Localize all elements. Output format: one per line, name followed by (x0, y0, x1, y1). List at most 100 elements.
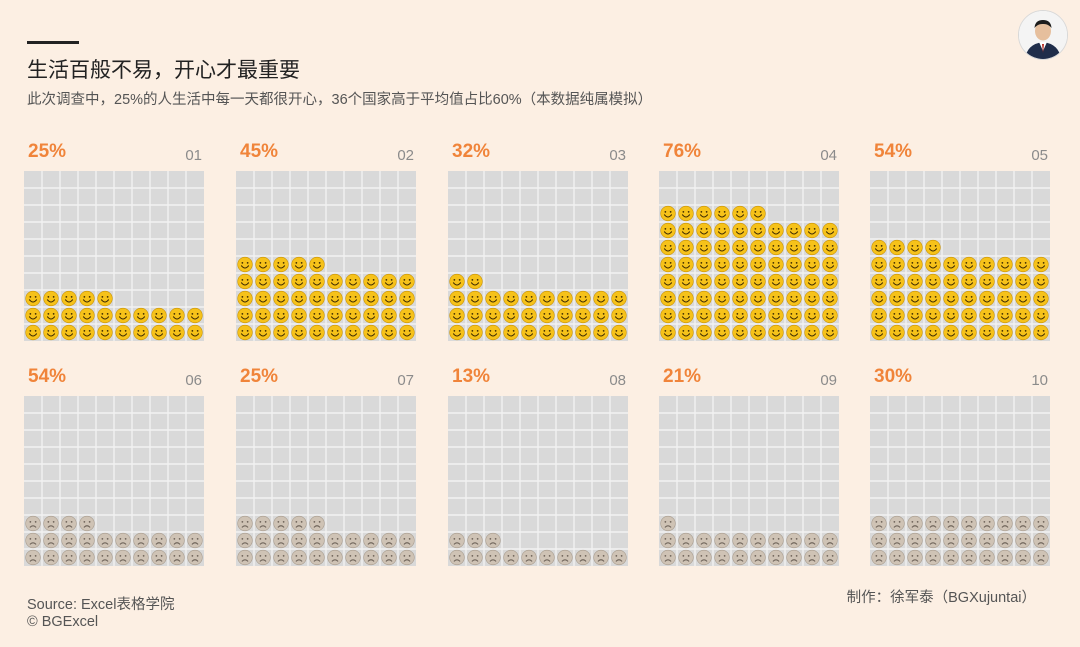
smiley-face-icon (327, 307, 343, 324)
smiley-face-icon (714, 222, 730, 239)
smiley-face-icon (345, 324, 361, 341)
sad-face-icon (889, 532, 905, 549)
smiley-face-icon (97, 307, 113, 324)
waffle-grid (870, 396, 1050, 566)
sad-face-icon (255, 532, 271, 549)
smiley-face-icon (273, 290, 289, 307)
smiley-face-icon (786, 324, 802, 341)
smiley-face-icon (575, 324, 591, 341)
smiley-face-icon (750, 256, 766, 273)
sad-face-icon (871, 515, 887, 532)
smiley-face-icon (381, 307, 397, 324)
smiley-face-icon (678, 239, 694, 256)
sad-face-icon (25, 549, 41, 566)
smiley-face-icon (786, 239, 802, 256)
smiley-face-icon (363, 324, 379, 341)
sad-face-icon (521, 549, 537, 566)
smiley-face-icon (399, 307, 415, 324)
smiley-face-icon (804, 324, 820, 341)
sad-face-icon (169, 532, 185, 549)
smiley-face-icon (786, 222, 802, 239)
smiley-face-icon (907, 239, 923, 256)
smiley-face-icon (1033, 256, 1049, 273)
smiley-face-icon (25, 324, 41, 341)
title-accent-bar (27, 41, 79, 44)
sad-face-icon (979, 532, 995, 549)
smiley-face-icon (961, 256, 977, 273)
smiley-face-icon (822, 222, 838, 239)
sad-face-icon (786, 549, 802, 566)
waffle-grid-svg (448, 171, 628, 341)
smiley-face-icon (732, 222, 748, 239)
smiley-face-icon (889, 273, 905, 290)
sad-face-icon (871, 549, 887, 566)
sad-face-icon (291, 532, 307, 549)
smiley-face-icon (768, 290, 784, 307)
sad-face-icon (381, 549, 397, 566)
smiley-face-icon (327, 324, 343, 341)
smiley-face-icon (521, 290, 537, 307)
smiley-face-icon (696, 324, 712, 341)
smiley-face-icon (786, 290, 802, 307)
smiley-face-icon (889, 239, 905, 256)
sad-face-icon (399, 549, 415, 566)
waffle-panel-02: 45% 02 (236, 141, 416, 341)
waffle-grid (448, 171, 628, 341)
smiley-face-icon (399, 324, 415, 341)
panel-number: 02 (397, 147, 414, 164)
smiley-face-icon (539, 290, 555, 307)
sad-face-icon (25, 515, 41, 532)
smiley-face-icon (273, 307, 289, 324)
smiley-face-icon (907, 307, 923, 324)
smiley-face-icon (291, 273, 307, 290)
sad-face-icon (750, 549, 766, 566)
sad-face-icon (889, 515, 905, 532)
smiley-face-icon (750, 222, 766, 239)
sad-face-icon (750, 532, 766, 549)
sad-face-icon (925, 549, 941, 566)
sad-face-icon (151, 549, 167, 566)
sad-face-icon (943, 549, 959, 566)
waffle-panel-01: 25% 01 (24, 141, 204, 341)
smiley-face-icon (97, 290, 113, 307)
smiley-face-icon (822, 290, 838, 307)
sad-face-icon (345, 549, 361, 566)
smiley-face-icon (732, 205, 748, 222)
smiley-face-icon (399, 290, 415, 307)
smiley-face-icon (786, 256, 802, 273)
smiley-face-icon (381, 290, 397, 307)
smiley-face-icon (732, 307, 748, 324)
sad-face-icon (1015, 515, 1031, 532)
smiley-face-icon (237, 307, 253, 324)
smiley-face-icon (291, 324, 307, 341)
smiley-face-icon (399, 273, 415, 290)
smiley-face-icon (611, 290, 627, 307)
waffle-grid-svg (870, 396, 1050, 566)
smiley-face-icon (925, 307, 941, 324)
sad-face-icon (309, 515, 325, 532)
sad-face-icon (961, 515, 977, 532)
sad-face-icon (768, 549, 784, 566)
smiley-face-icon (750, 324, 766, 341)
smiley-face-icon (273, 256, 289, 273)
smiley-face-icon (714, 239, 730, 256)
panel-percent-label: 21% (663, 366, 702, 387)
smiley-face-icon (255, 307, 271, 324)
smiley-face-icon (611, 307, 627, 324)
smiley-face-icon (961, 290, 977, 307)
sad-face-icon (925, 532, 941, 549)
smiley-face-icon (768, 239, 784, 256)
sad-face-icon (449, 532, 465, 549)
panel-number: 06 (185, 372, 202, 389)
author-credit: 制作：徐军泰（BGXujuntai） (846, 590, 1036, 606)
panel-number: 01 (185, 147, 202, 164)
smiley-face-icon (732, 290, 748, 307)
smiley-face-icon (133, 307, 149, 324)
sad-face-icon (485, 532, 501, 549)
smiley-face-icon (997, 256, 1013, 273)
panel-percent-label: 25% (240, 366, 279, 387)
smiley-face-icon (255, 256, 271, 273)
sad-face-icon (997, 532, 1013, 549)
smiley-face-icon (503, 307, 519, 324)
smiley-face-icon (943, 256, 959, 273)
